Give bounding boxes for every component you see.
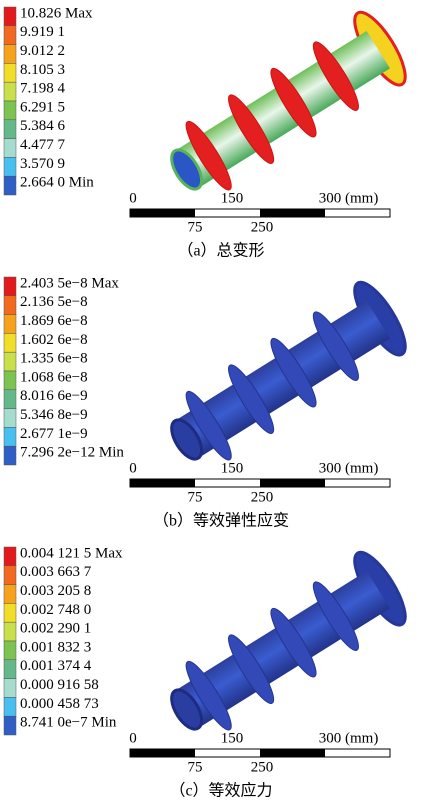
legend-swatch <box>4 176 16 195</box>
legend-swatch <box>4 446 16 465</box>
legend-label: 0.002 290 1 <box>20 621 91 637</box>
scale-bar-segment <box>260 209 325 217</box>
legend-swatch <box>4 660 16 679</box>
scale-label: 150 <box>221 460 244 476</box>
legend-label: 9.012 2 <box>20 43 65 59</box>
legend-swatch <box>4 157 16 176</box>
scale-bar-segment <box>130 479 195 487</box>
legend-label: 0.000 916 58 <box>20 677 99 693</box>
legend-label: 10.826 Max <box>20 5 93 21</box>
caption: （b）等效弹性应变 <box>153 511 289 530</box>
legend-label: 0.000 458 73 <box>20 696 99 712</box>
legend-label: 0.002 748 0 <box>20 602 91 618</box>
legend-label: 7.296 2e−12 Min <box>20 445 124 461</box>
scale-unit: (mm) <box>345 460 378 476</box>
legend-swatch <box>4 585 16 604</box>
figure: 10.826 Max 9.919 1 9.012 2 8.105 3 7.198 4 6.… <box>0 0 442 800</box>
legend-swatch <box>4 697 16 716</box>
legend-label: 6.291 5 <box>20 99 65 115</box>
legend-label: 2.403 5e−8 Max <box>20 275 119 291</box>
legend-label: 0.004 121 5 Max <box>20 545 123 561</box>
legend-label: 0.003 663 7 <box>20 564 92 580</box>
legend-swatch <box>4 390 16 409</box>
model <box>155 276 414 481</box>
legend-swatch <box>4 63 16 82</box>
legend-label: 1.335 6e−8 <box>20 351 88 367</box>
legend-swatch <box>4 679 16 698</box>
legend-swatch <box>4 547 16 566</box>
caption: （a）总变形 <box>177 242 264 260</box>
scale-unit: (mm) <box>345 190 378 206</box>
legend-label: 8.016 6e−9 <box>20 388 88 404</box>
legend-swatch <box>4 26 16 45</box>
legend-swatch <box>4 566 16 585</box>
scale-unit: (mm) <box>345 730 378 746</box>
scale-label: 250 <box>251 489 274 505</box>
legend-swatch <box>4 277 16 296</box>
scale-bar-segment <box>130 209 195 217</box>
scale-bar-segment <box>130 749 195 757</box>
legend-swatch <box>4 296 16 315</box>
legend-label: 5.384 6 <box>20 118 66 134</box>
legend-label: 2.136 5e−8 <box>20 294 88 310</box>
scale-label: 300 <box>319 460 342 476</box>
legend-swatch <box>4 409 16 428</box>
legend-label: 2.664 0 Min <box>20 175 94 191</box>
scale-label: 75 <box>188 219 203 235</box>
scale-label: 75 <box>188 759 203 775</box>
legend-label: 4.477 7 <box>20 137 66 153</box>
scale-label: 0 <box>129 190 137 206</box>
legend-label: 8.105 3 <box>20 62 65 78</box>
legend-label: 5.346 8e−9 <box>20 407 88 423</box>
scale-label: 75 <box>188 489 203 505</box>
legend-swatch <box>4 333 16 352</box>
scale-label: 150 <box>221 190 244 206</box>
legend-swatch <box>4 45 16 64</box>
legend-swatch <box>4 352 16 371</box>
legend-label: 1.869 6e−8 <box>20 313 88 329</box>
legend-swatch <box>4 427 16 446</box>
scale-label: 250 <box>251 219 274 235</box>
legend-swatch <box>4 82 16 101</box>
scale-label: 300 <box>319 190 342 206</box>
legend-swatch <box>4 371 16 390</box>
panel: 10.826 Max 9.919 1 9.012 2 8.105 3 7.198 4 6.… <box>4 5 414 259</box>
legend-swatch <box>4 101 16 120</box>
legend-swatch <box>4 315 16 334</box>
legend-label: 0.001 832 3 <box>20 639 91 655</box>
legend-swatch <box>4 716 16 735</box>
legend-swatch <box>4 7 16 26</box>
legend-label: 9.919 1 <box>20 24 65 40</box>
model <box>155 6 414 211</box>
legend-label: 1.068 6e−8 <box>20 369 88 385</box>
legend-label: 7.198 4 <box>20 81 66 97</box>
panel: 0.004 121 5 Max 0.003 663 7 0.003 205 8 0.0… <box>4 545 414 799</box>
legend-swatch <box>4 139 16 158</box>
scale-bar-segment <box>260 749 325 757</box>
scale-label: 0 <box>129 730 137 746</box>
legend-label: 8.741 0e−7 Min <box>20 715 117 731</box>
caption: （c）等效应力 <box>169 781 272 800</box>
legend-swatch <box>4 622 16 641</box>
scale-bar-segment <box>260 479 325 487</box>
legend-label: 2.677 1e−9 <box>20 426 88 442</box>
scale-label: 0 <box>129 460 137 476</box>
scale-label: 250 <box>251 759 274 775</box>
model <box>155 546 414 751</box>
scale-label: 150 <box>221 730 244 746</box>
legend-label: 1.602 6e−8 <box>20 332 88 348</box>
legend-swatch <box>4 603 16 622</box>
scale-label: 300 <box>319 730 342 746</box>
legend-label: 0.003 205 8 <box>20 583 91 599</box>
legend-swatch <box>4 641 16 660</box>
legend-label: 3.570 9 <box>20 156 65 172</box>
legend-swatch <box>4 120 16 139</box>
legend-label: 0.001 374 4 <box>20 658 92 674</box>
panel: 2.403 5e−8 Max 2.136 5e−8 1.869 6e−8 1.602 … <box>4 275 414 529</box>
